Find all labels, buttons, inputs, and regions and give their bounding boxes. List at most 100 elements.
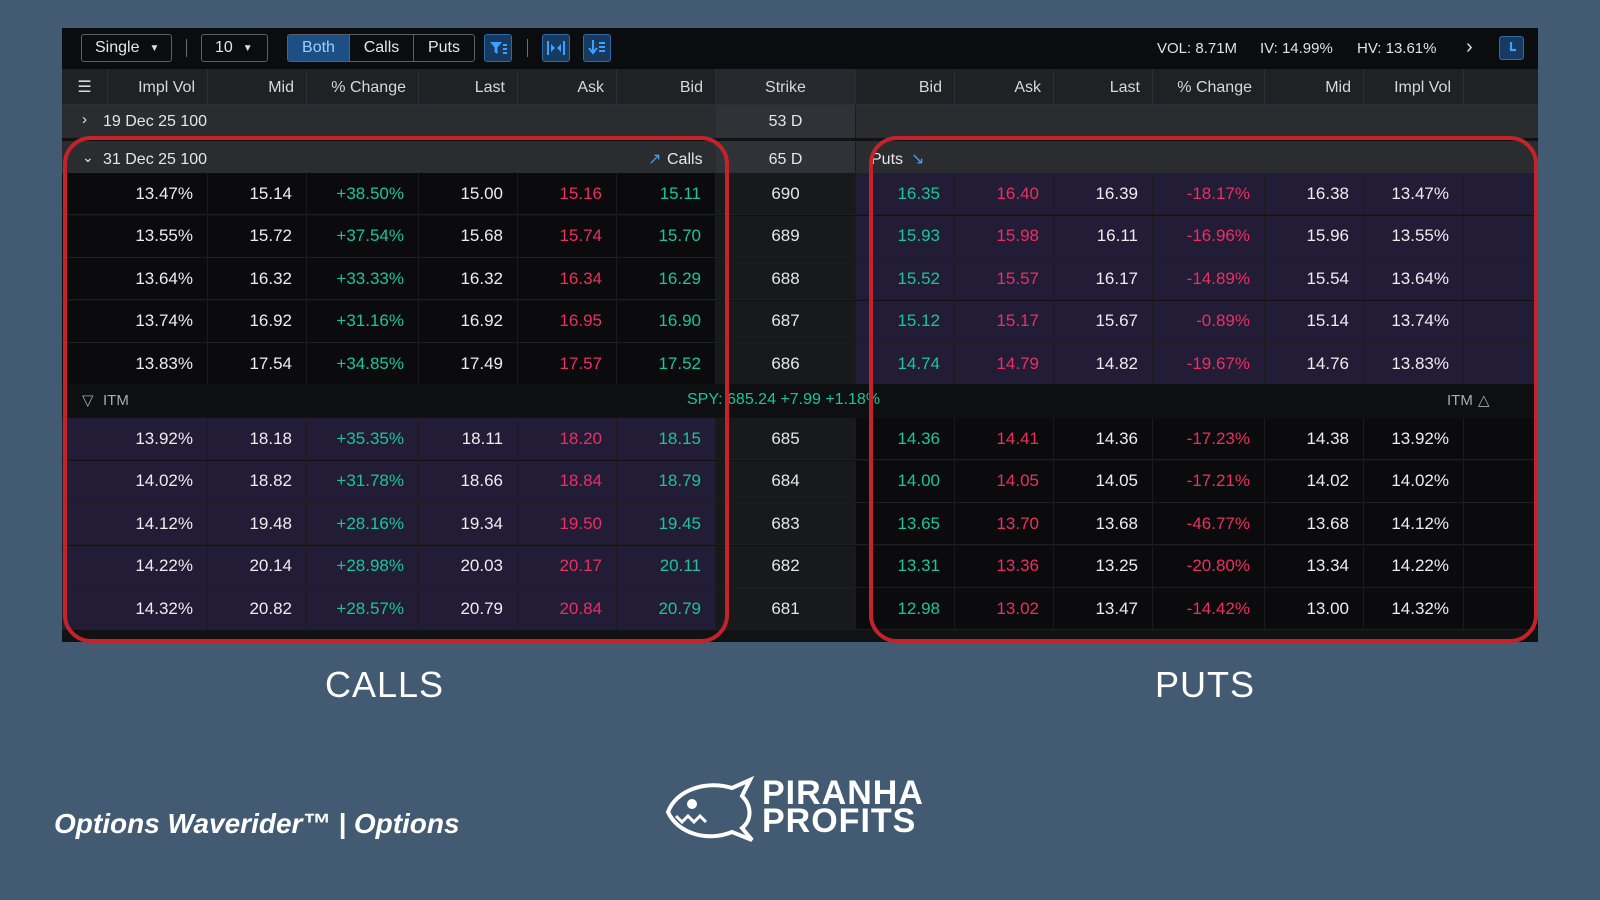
put-mid[interactable]: 13.34: [1265, 545, 1364, 587]
call-pct-change[interactable]: +28.57%: [307, 588, 419, 629]
put-mid[interactable]: 16.38: [1265, 173, 1364, 214]
call-mid[interactable]: 19.48: [208, 503, 307, 544]
put-pct-change[interactable]: -19.67%: [1153, 343, 1265, 384]
put-impl-vol[interactable]: 13.83%: [1364, 343, 1464, 384]
chevron-right-icon[interactable]: ›: [1466, 36, 1473, 58]
call-mid[interactable]: 15.14: [208, 173, 307, 214]
call-bid[interactable]: 18.15: [617, 418, 716, 459]
call-last[interactable]: 18.11: [419, 418, 518, 459]
put-ask[interactable]: 14.79: [955, 343, 1054, 384]
col-call-bid[interactable]: Bid: [617, 69, 716, 104]
call-last[interactable]: 17.49: [419, 343, 518, 384]
put-impl-vol[interactable]: 14.22%: [1364, 545, 1464, 587]
call-ask[interactable]: 20.84: [518, 588, 617, 629]
clock-button[interactable]: [1499, 36, 1524, 60]
put-ask[interactable]: 14.41: [955, 418, 1054, 459]
put-mid[interactable]: 13.68: [1265, 503, 1364, 544]
put-pct-change[interactable]: -18.17%: [1153, 173, 1265, 214]
put-bid[interactable]: 12.98: [856, 588, 955, 629]
put-bid[interactable]: 14.36: [856, 418, 955, 459]
col-put-bid[interactable]: Bid: [856, 69, 955, 104]
call-impl-vol[interactable]: 14.22%: [108, 545, 208, 587]
call-pct-change[interactable]: +28.16%: [307, 503, 419, 544]
col-put-mid[interactable]: Mid: [1265, 69, 1364, 104]
put-ask[interactable]: 13.70: [955, 503, 1054, 544]
call-impl-vol[interactable]: 13.47%: [108, 173, 208, 214]
call-bid[interactable]: 16.29: [617, 258, 716, 299]
col-call-last[interactable]: Last: [419, 69, 518, 104]
call-pct-change[interactable]: +35.35%: [307, 418, 419, 459]
call-impl-vol[interactable]: 13.55%: [108, 215, 208, 257]
call-impl-vol[interactable]: 13.74%: [108, 300, 208, 342]
put-impl-vol[interactable]: 13.74%: [1364, 300, 1464, 342]
call-impl-vol[interactable]: 14.02%: [108, 460, 208, 502]
call-pct-change[interactable]: +31.16%: [307, 300, 419, 342]
call-pct-change[interactable]: +37.54%: [307, 215, 419, 257]
call-ask[interactable]: 17.57: [518, 343, 617, 384]
call-ask[interactable]: 15.74: [518, 215, 617, 257]
call-bid[interactable]: 17.52: [617, 343, 716, 384]
put-bid[interactable]: 14.00: [856, 460, 955, 502]
col-put-impl-vol[interactable]: Impl Vol: [1364, 69, 1464, 104]
table-row[interactable]: 14.22% 20.14 +28.98% 20.03 20.17 20.11 682 13.3…: [62, 545, 1538, 588]
call-mid[interactable]: 16.92: [208, 300, 307, 342]
put-bid[interactable]: 13.65: [856, 503, 955, 544]
put-ask[interactable]: 15.98: [955, 215, 1054, 257]
call-last[interactable]: 16.92: [419, 300, 518, 342]
menu-icon[interactable]: ☰: [62, 69, 108, 104]
call-ask[interactable]: 18.20: [518, 418, 617, 459]
put-last[interactable]: 13.25: [1054, 545, 1153, 587]
call-bid[interactable]: 19.45: [617, 503, 716, 544]
put-pct-change[interactable]: -14.42%: [1153, 588, 1265, 629]
chevron-down-icon[interactable]: ⌄: [82, 149, 94, 165]
put-pct-change[interactable]: -46.77%: [1153, 503, 1265, 544]
table-row[interactable]: 14.02% 18.82 +31.78% 18.66 18.84 18.79 684 14.0…: [62, 460, 1538, 503]
call-last[interactable]: 16.32: [419, 258, 518, 299]
table-row[interactable]: 13.64% 16.32 +33.33% 16.32 16.34 16.29 688 15.5…: [62, 258, 1538, 300]
table-row[interactable]: 13.92% 18.18 +35.35% 18.11 18.20 18.15 685 14.3…: [62, 418, 1538, 460]
call-bid[interactable]: 18.79: [617, 460, 716, 502]
call-mid[interactable]: 18.82: [208, 460, 307, 502]
put-pct-change[interactable]: -17.23%: [1153, 418, 1265, 459]
table-row[interactable]: 13.83% 17.54 +34.85% 17.49 17.57 17.52 686 14.7…: [62, 343, 1538, 385]
chevron-right-icon[interactable]: ›: [82, 111, 87, 128]
call-impl-vol[interactable]: 13.64%: [108, 258, 208, 299]
segment-calls[interactable]: Calls: [350, 35, 414, 61]
put-mid[interactable]: 14.76: [1265, 343, 1364, 384]
put-impl-vol[interactable]: 14.32%: [1364, 588, 1464, 629]
call-mid[interactable]: 17.54: [208, 343, 307, 384]
mode-dropdown[interactable]: Single ▼: [81, 34, 172, 62]
put-mid[interactable]: 15.54: [1265, 258, 1364, 299]
put-bid[interactable]: 15.12: [856, 300, 955, 342]
table-row[interactable]: 13.47% 15.14 +38.50% 15.00 15.16 15.11 690 16.3…: [62, 173, 1538, 215]
put-last[interactable]: 14.82: [1054, 343, 1153, 384]
segment-both[interactable]: Both: [288, 35, 350, 61]
table-row[interactable]: 13.74% 16.92 +31.16% 16.92 16.95 16.90 687 15.1…: [62, 300, 1538, 343]
call-mid[interactable]: 16.32: [208, 258, 307, 299]
call-bid[interactable]: 20.11: [617, 545, 716, 587]
put-ask[interactable]: 13.02: [955, 588, 1054, 629]
put-last[interactable]: 15.67: [1054, 300, 1153, 342]
call-last[interactable]: 20.79: [419, 588, 518, 629]
call-pct-change[interactable]: +28.98%: [307, 545, 419, 587]
call-last[interactable]: 15.00: [419, 173, 518, 214]
call-pct-change[interactable]: +33.33%: [307, 258, 419, 299]
filter-button[interactable]: [484, 34, 512, 62]
table-row[interactable]: 14.32% 20.82 +28.57% 20.79 20.84 20.79 681 12.9…: [62, 588, 1538, 630]
call-last[interactable]: 20.03: [419, 545, 518, 587]
put-mid[interactable]: 14.02: [1265, 460, 1364, 502]
put-ask[interactable]: 13.36: [955, 545, 1054, 587]
segment-puts[interactable]: Puts: [427, 39, 460, 56]
col-call-pct-change[interactable]: % Change: [307, 69, 419, 104]
col-put-ask[interactable]: Ask: [955, 69, 1054, 104]
col-call-ask[interactable]: Ask: [518, 69, 617, 104]
col-put-pct-change[interactable]: % Change: [1153, 69, 1265, 104]
put-impl-vol[interactable]: 13.47%: [1364, 173, 1464, 214]
expiration-row-collapsed[interactable]: › 19 Dec 25 100 53 D: [62, 105, 1538, 138]
put-bid[interactable]: 13.31: [856, 545, 955, 587]
put-pct-change[interactable]: -16.96%: [1153, 215, 1265, 257]
put-last[interactable]: 14.36: [1054, 418, 1153, 459]
call-pct-change[interactable]: +34.85%: [307, 343, 419, 384]
put-ask[interactable]: 16.40: [955, 173, 1054, 214]
col-call-mid[interactable]: Mid: [208, 69, 307, 104]
